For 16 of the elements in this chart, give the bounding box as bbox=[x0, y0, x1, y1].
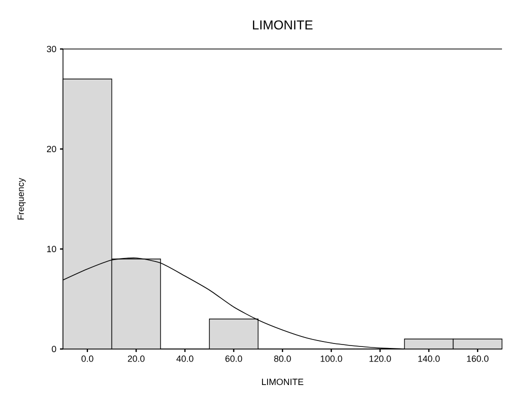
x-tick-label: 120.0 bbox=[370, 356, 391, 362]
x-tick-label: 80.0 bbox=[274, 356, 291, 362]
chart-title: LIMONITE bbox=[252, 20, 313, 30]
y-tick-label: 0 bbox=[52, 346, 56, 352]
x-tick-label: 40.0 bbox=[176, 356, 194, 362]
x-tick-label: 20.0 bbox=[128, 356, 145, 362]
x-tick-label: 60.0 bbox=[225, 356, 242, 362]
x-tick-label: 140.0 bbox=[418, 356, 440, 362]
x-tick-label: 0.0 bbox=[82, 356, 94, 362]
y-tick-label: 30 bbox=[46, 46, 56, 52]
x-tick-label: 100.0 bbox=[320, 356, 342, 362]
y-tick-label: 10 bbox=[47, 246, 56, 252]
x-axis-title: LIMONITE bbox=[262, 378, 304, 386]
y-tick-label: 20 bbox=[46, 146, 56, 152]
x-tick-label: 160.0 bbox=[467, 356, 488, 362]
y-axis-title: Frequency bbox=[18, 178, 26, 220]
